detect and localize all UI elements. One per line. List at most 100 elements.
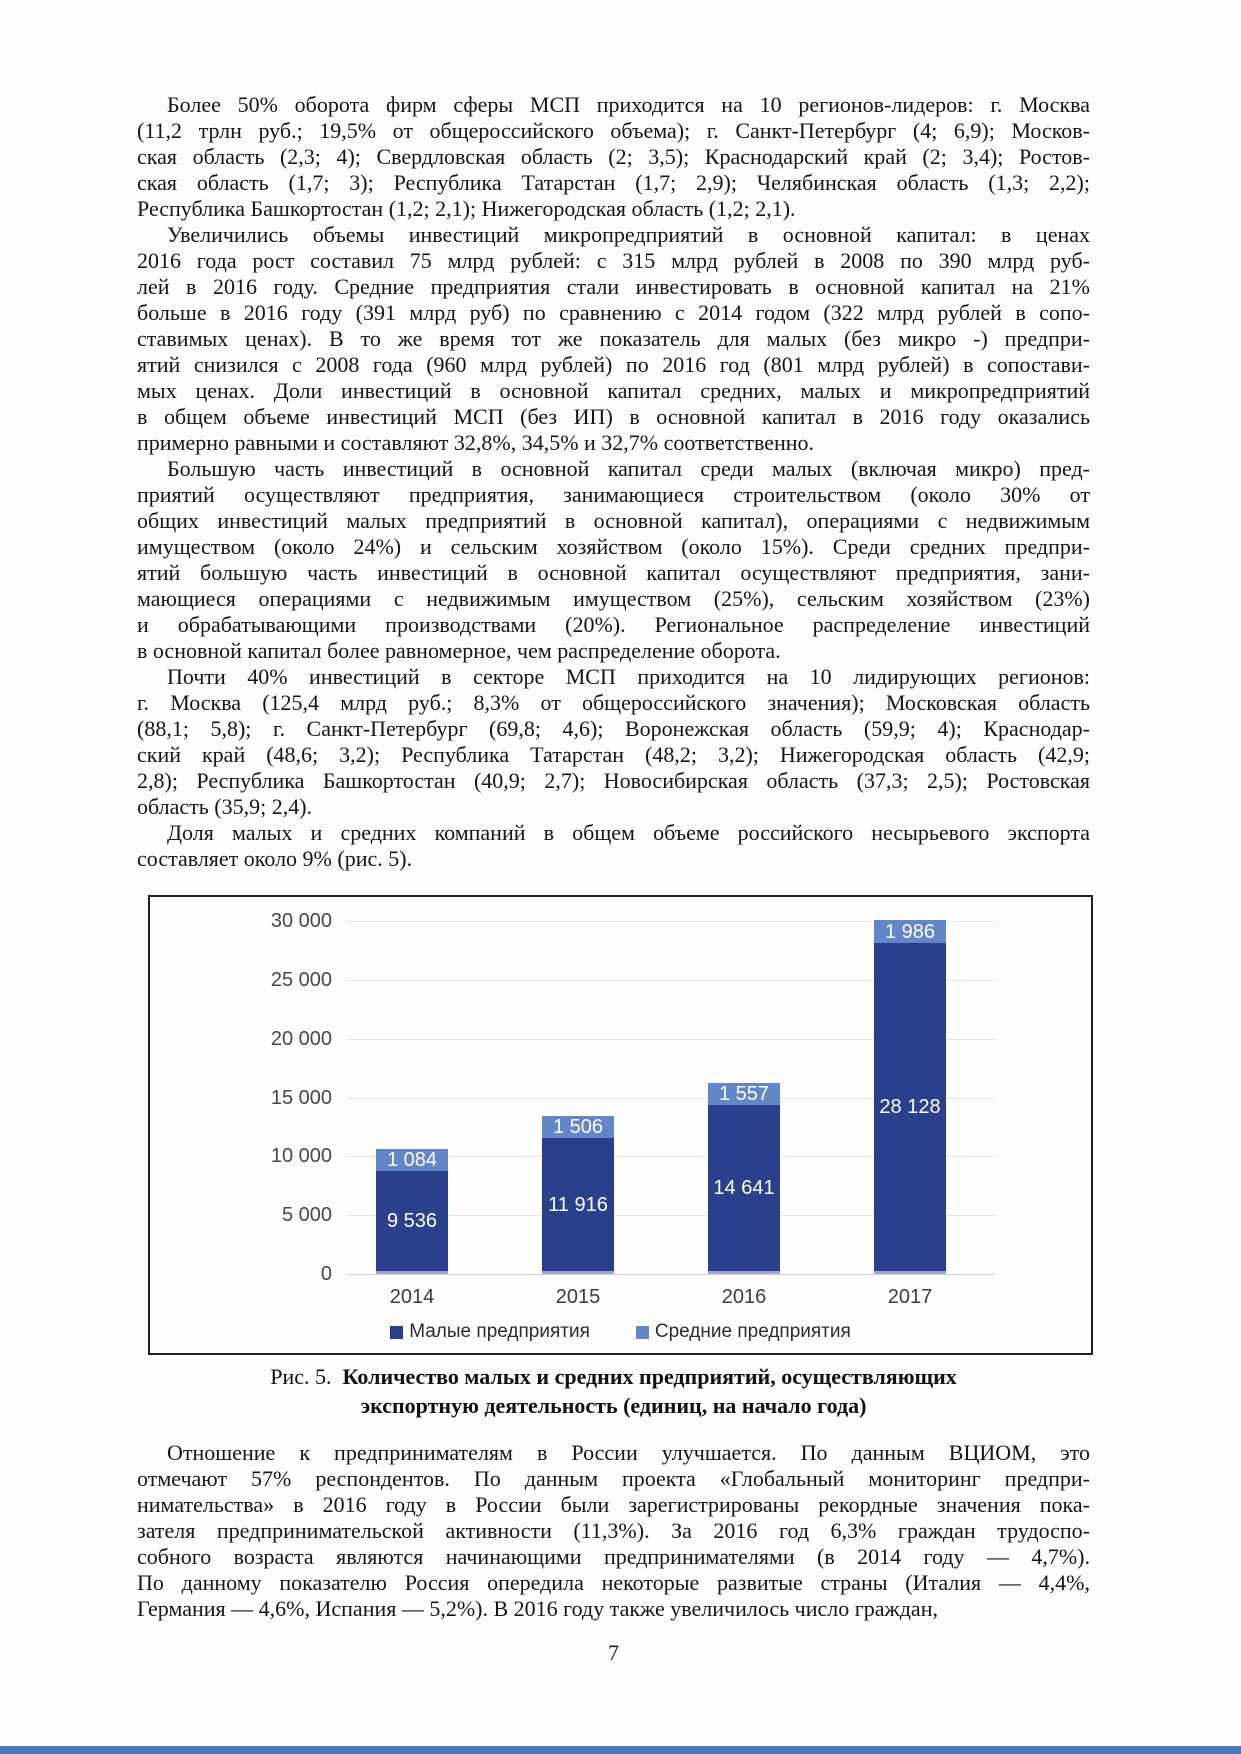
gridline bbox=[347, 921, 995, 922]
text-line: (88,1; 5,8); г. Санкт-Петербург (69,8; 4… bbox=[137, 716, 1090, 741]
text-line: Отношение к предпринимателям в России ул… bbox=[167, 1440, 1090, 1465]
figure-caption-line-1: Рис. 5. Количество малых и средних предп… bbox=[137, 1362, 1090, 1391]
text-line: 2016 года рост составил 75 млрд рублей: … bbox=[137, 248, 1090, 273]
figure-caption-line-2: экспортную деятельность (единиц, на нача… bbox=[137, 1391, 1090, 1420]
x-axis-tick-label: 2016 bbox=[721, 1286, 767, 1308]
text-line: ская область (2,3; 4); Свердловская обла… bbox=[137, 144, 1090, 169]
gridline bbox=[347, 1097, 995, 1099]
figure-caption-prefix: Рис. 5. bbox=[270, 1364, 332, 1389]
text-line: примерно равными и составляют 32,8%, 34,… bbox=[137, 430, 815, 455]
figure-caption-title-1: Количество малых и средних предприятий, … bbox=[342, 1364, 957, 1389]
bar-value-label: 1 084 bbox=[386, 1149, 438, 1171]
y-axis-tick-label: 25 000 bbox=[270, 968, 332, 991]
text-line: составляет около 9% (рис. 5). bbox=[137, 846, 413, 871]
legend-swatch-icon bbox=[635, 1325, 649, 1339]
bottom-edge-strip bbox=[0, 1746, 1241, 1754]
text-line: Почти 40% инвестиций в секторе МСП прихо… bbox=[167, 664, 1090, 689]
text-line: ятий снизился с 2008 года (960 млрд рубл… bbox=[137, 352, 1090, 377]
chart-legend: Малые предприятия Средние предприятия bbox=[150, 1321, 1091, 1343]
text-line: общих инвестиций малых предприятий в осн… bbox=[137, 508, 1090, 533]
y-axis-tick-label: 0 bbox=[320, 1263, 332, 1285]
text-line: в основной капитал более равномерное, че… bbox=[137, 638, 781, 663]
body-text-before-figure: Более 50% оборота фирм сферы МСП приходи… bbox=[137, 92, 1090, 872]
y-axis-tick-label: 5 000 bbox=[281, 1204, 332, 1227]
paragraph: Более 50% оборота фирм сферы МСП приходи… bbox=[137, 92, 1090, 222]
bar-segment-medium-enterprises: 1 084 bbox=[376, 1149, 448, 1171]
text-line: ятий большую часть инвестиций в основной… bbox=[137, 560, 1090, 585]
chart-plot-area: 1 084 9 536 1 506 11 916 1 557 14 641 1 986 28 … bbox=[347, 920, 995, 1275]
figure-caption-title-2: экспортную деятельность (единиц, на нача… bbox=[360, 1393, 867, 1418]
bar-segment-small-enterprises: 28 128 bbox=[874, 943, 946, 1271]
text-line: 2,8); Республика Башкортостан (40,9; 2,7… bbox=[137, 768, 1090, 793]
stacked-bar-2016: 1 557 14 641 bbox=[708, 1083, 780, 1274]
text-line: Увеличились объемы инвестиций микропредп… bbox=[167, 222, 1090, 247]
legend-swatch-icon bbox=[390, 1325, 404, 1339]
text-line: Более 50% оборота фирм сферы МСП приходи… bbox=[167, 92, 1090, 117]
bar-value-label: 1 506 bbox=[552, 1116, 604, 1138]
x-axis-tick-label: 2014 bbox=[389, 1286, 435, 1308]
y-axis-tick-label: 20 000 bbox=[270, 1027, 332, 1050]
text-line: мых ценах. Доли инвестиций в основной ка… bbox=[137, 378, 1090, 403]
text-line: и обрабатывающими производствами (20%). … bbox=[137, 612, 1090, 637]
bar-segment-small-enterprises: 11 916 bbox=[542, 1138, 614, 1271]
text-line: отмечают 57% респондентов. По данным про… bbox=[137, 1466, 1090, 1491]
page-number: 7 bbox=[608, 1640, 619, 1665]
x-axis-tick-label: 2015 bbox=[555, 1286, 601, 1308]
x-axis-tick-label: 2017 bbox=[887, 1286, 933, 1308]
legend-item: Малые предприятия bbox=[390, 1321, 590, 1343]
text-line: имуществом (около 24%) и сельским хозяйс… bbox=[137, 534, 1090, 559]
stacked-bar-2014: 1 084 9 536 bbox=[376, 1149, 448, 1274]
bar-segment-small-enterprises: 14 641 bbox=[708, 1105, 780, 1271]
text-line: область (35,9; 2,4). bbox=[137, 794, 313, 819]
bar-segment-small-enterprises: 9 536 bbox=[376, 1171, 448, 1271]
text-line: Германия — 4,6%, Испания — 5,2%). В 2016… bbox=[137, 1596, 938, 1621]
figure-caption: Рис. 5. Количество малых и средних предп… bbox=[137, 1362, 1090, 1420]
text-line: Большую часть инвестиций в основной капи… bbox=[167, 456, 1090, 481]
paragraph: Почти 40% инвестиций в секторе МСП прихо… bbox=[137, 664, 1090, 820]
paragraph: Доля малых и средних компаний в общем об… bbox=[137, 820, 1090, 872]
bar-value-label: 1 986 bbox=[884, 920, 936, 943]
gridline bbox=[347, 1274, 995, 1275]
text-line: собного возраста являются начинающими пр… bbox=[137, 1544, 1090, 1569]
stacked-bar-2017: 1 986 28 128 bbox=[874, 920, 946, 1274]
text-line: мающиеся операциями с недвижимым имущест… bbox=[137, 586, 1090, 611]
bar-value-label: 14 641 bbox=[713, 1177, 775, 1199]
text-line: Республика Башкортостан (1,2; 2,1); Ниже… bbox=[137, 196, 796, 221]
text-line: лей в 2016 году. Средние предприятия ста… bbox=[137, 274, 1090, 299]
body-text-after-figure: Отношение к предпринимателям в России ул… bbox=[137, 1440, 1090, 1622]
legend-label: Малые предприятия bbox=[409, 1321, 590, 1342]
bar-segment-medium-enterprises: 1 557 bbox=[708, 1083, 780, 1105]
bar-value-label: 1 557 bbox=[718, 1083, 770, 1105]
text-line: ский край (48,6; 3,2); Республика Татарс… bbox=[137, 742, 1090, 767]
paragraph: Отношение к предпринимателям в России ул… bbox=[137, 1440, 1090, 1622]
bar-value-label: 9 536 bbox=[386, 1210, 438, 1232]
y-axis-tick-label: 15 000 bbox=[270, 1086, 332, 1109]
bar-segment-medium-enterprises: 1 986 bbox=[874, 920, 946, 943]
text-line: в общем объеме инвестиций МСП (без ИП) в… bbox=[137, 404, 1090, 429]
paragraph: Большую часть инвестиций в основной капи… bbox=[137, 456, 1090, 664]
text-line: (11,2 трлн руб.; 19,5% от общероссийског… bbox=[137, 118, 1090, 143]
stacked-bar-2015: 1 506 11 916 bbox=[542, 1116, 614, 1274]
gridline bbox=[347, 1156, 995, 1158]
text-line: зателя предпринимательской активности (1… bbox=[137, 1518, 1090, 1543]
gridline bbox=[347, 1038, 995, 1040]
text-line: ставимых ценах). В то же время тот же по… bbox=[137, 326, 1090, 351]
gridline bbox=[347, 979, 995, 981]
text-line: больше в 2016 году (391 млрд руб) по сра… bbox=[137, 300, 1090, 325]
legend-item: Средние предприятия bbox=[635, 1321, 851, 1343]
text-line: приятий осуществляют предприятия, занима… bbox=[137, 482, 1090, 507]
text-line: Доля малых и средних компаний в общем об… bbox=[167, 820, 1090, 845]
gridline bbox=[347, 1215, 995, 1217]
figure-5-chart: 30 000 25 000 20 000 15 000 10 000 5 000 0 1 0… bbox=[148, 895, 1093, 1355]
bar-value-label: 11 916 bbox=[548, 1193, 608, 1216]
bar-segment-medium-enterprises: 1 506 bbox=[542, 1116, 614, 1138]
legend-label: Средние предприятия bbox=[654, 1321, 851, 1342]
text-line: По данному показателю Россия опередила н… bbox=[137, 1570, 1090, 1595]
y-axis-tick-label: 30 000 bbox=[270, 910, 332, 932]
bar-value-label: 28 128 bbox=[879, 1096, 941, 1118]
y-axis-tick-label: 10 000 bbox=[270, 1145, 332, 1168]
text-line: г. Москва (125,4 млрд руб.; 8,3% от обще… bbox=[137, 690, 1090, 715]
text-line: ская область (1,7; 3); Республика Татарс… bbox=[137, 170, 1090, 195]
text-line: нимательства» в 2016 году в России были … bbox=[137, 1492, 1090, 1517]
